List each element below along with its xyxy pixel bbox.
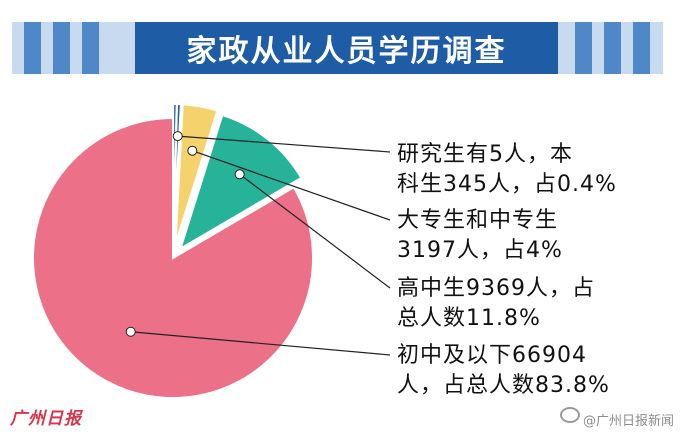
weibo-icon [560,407,580,423]
annotation-line: 总人数11.8% [397,306,541,331]
weibo-watermark: @广州日报新闻 [583,414,675,429]
leader-dot [172,131,183,142]
pie-slice [174,103,219,245]
annotation-college: 大专生和中专生 3197人，占4% [397,206,563,266]
annotation-line: 初中及以下66904 [397,343,587,368]
newspaper-logo: 广州日报 [10,409,82,429]
annotation-line: 3197人，占4% [397,238,563,263]
pie-slice [32,116,314,399]
pie-slice [178,113,303,251]
leader-line [130,331,391,356]
annotation-line: 人，占总人数83.8% [397,373,610,398]
annotation-middleschool: 初中及以下66904 人，占总人数83.8% [397,341,610,401]
banner-stripe [575,22,592,74]
leader-dot [187,145,198,156]
leader-line [192,150,391,221]
annotation-highschool: 高中生9369人，占 总人数11.8% [397,274,595,334]
annotation-line: 科生345人，占0.4% [397,172,617,197]
banner-stripe [633,22,650,74]
banner-stripe [24,22,41,74]
annotation-line: 高中生9369人，占 [397,276,595,301]
banner-stripe [604,22,621,74]
banner-stripe [82,22,99,74]
leader-dot [125,326,136,337]
banner-stripe [53,22,70,74]
chart-title: 家政从业人员学历调查 [135,22,558,74]
annotation-line: 大专生和中专生 [397,208,559,233]
annotation-line: 研究生有5人，本 [397,142,573,167]
leader-dot [234,169,245,180]
annotation-postgrad-undergrad: 研究生有5人，本 科生345人，占0.4% [397,140,617,200]
leader-line [177,135,391,153]
leader-line [239,173,391,289]
title-banner: 家政从业人员学历调查 [12,22,663,74]
